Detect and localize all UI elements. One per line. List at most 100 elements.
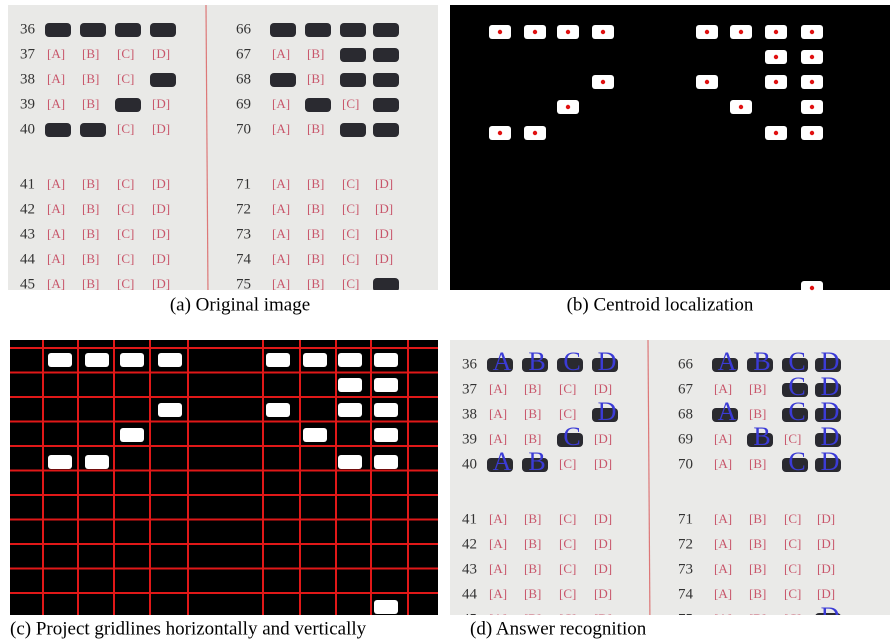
recognized-letter: B xyxy=(528,347,545,376)
filled-bubble xyxy=(340,73,366,87)
centroid xyxy=(566,30,570,34)
option: [D] xyxy=(594,536,612,551)
centroid xyxy=(533,131,537,135)
blob xyxy=(85,353,109,367)
option: [D] xyxy=(817,586,835,601)
filled-bubble xyxy=(45,23,71,37)
centroid xyxy=(774,131,778,135)
option: [B] xyxy=(524,406,541,421)
option: [D] xyxy=(594,511,612,526)
centroid xyxy=(810,105,814,109)
panel-a xyxy=(8,5,438,290)
centroid xyxy=(810,131,814,135)
option: [B] xyxy=(524,561,541,576)
centroid xyxy=(774,80,778,84)
option: [C] xyxy=(784,511,801,526)
question-number: 69 xyxy=(678,431,693,447)
question-number: 74 xyxy=(678,586,694,602)
option: [B] xyxy=(307,201,324,216)
question-number: 41 xyxy=(20,176,35,192)
option: [C] xyxy=(342,276,359,291)
filled-bubble xyxy=(270,23,296,37)
filled-bubble xyxy=(373,123,399,137)
option: [D] xyxy=(594,561,612,576)
option: [B] xyxy=(82,96,99,111)
question-number: 43 xyxy=(20,226,35,242)
question-number: 45 xyxy=(20,276,35,292)
option: [C] xyxy=(117,251,134,266)
filled-bubble xyxy=(373,23,399,37)
question-number: 42 xyxy=(20,201,35,217)
option: [C] xyxy=(784,536,801,551)
option: [C] xyxy=(559,511,576,526)
blob xyxy=(120,428,144,442)
option: [B] xyxy=(749,381,766,396)
question-number: 68 xyxy=(678,406,693,422)
option: [B] xyxy=(524,381,541,396)
option: [B] xyxy=(749,456,766,471)
caption: (c) Project gridlines horizontally and v… xyxy=(10,618,367,639)
recognized-letter: C xyxy=(563,347,580,376)
question-number: 67 xyxy=(678,381,694,397)
centroid xyxy=(774,30,778,34)
option: [B] xyxy=(307,46,324,61)
question-number: 36 xyxy=(462,356,478,372)
option: [D] xyxy=(152,46,170,61)
recognized-letter: D xyxy=(821,447,840,476)
option: [A] xyxy=(47,176,65,191)
option: [D] xyxy=(152,121,170,136)
option: [B] xyxy=(524,586,541,601)
filled-bubble xyxy=(373,278,399,292)
option: [D] xyxy=(375,251,393,266)
option: [C] xyxy=(117,226,134,241)
option: [A] xyxy=(47,251,65,266)
option: [D] xyxy=(152,251,170,266)
centroid xyxy=(810,80,814,84)
option: [C] xyxy=(559,381,576,396)
option: [A] xyxy=(47,276,65,291)
filled-bubble xyxy=(150,73,176,87)
panel-b xyxy=(450,5,890,290)
option: [A] xyxy=(47,201,65,216)
option: [C] xyxy=(342,201,359,216)
blob xyxy=(374,428,398,442)
blob xyxy=(374,455,398,469)
option: [B] xyxy=(82,71,99,86)
question-number: 38 xyxy=(20,71,35,87)
question-number: 43 xyxy=(462,561,477,577)
question-number: 44 xyxy=(462,586,478,602)
question-number: 38 xyxy=(462,406,477,422)
option: [A] xyxy=(47,71,65,86)
option: [C] xyxy=(784,586,801,601)
option: [A] xyxy=(272,226,290,241)
option: [C] xyxy=(559,406,576,421)
option: [B] xyxy=(524,511,541,526)
centroid xyxy=(498,30,502,34)
blob xyxy=(266,403,290,417)
question-number: 73 xyxy=(236,226,251,242)
option: [B] xyxy=(307,276,324,291)
recognized-letter: B xyxy=(753,422,770,451)
option: [A] xyxy=(47,96,65,111)
question-number: 71 xyxy=(678,511,693,527)
centroid xyxy=(774,55,778,59)
blob xyxy=(338,403,362,417)
filled-bubble xyxy=(340,48,366,62)
centroid xyxy=(601,30,605,34)
filled-bubble xyxy=(80,123,106,137)
centroid xyxy=(566,105,570,109)
option: [D] xyxy=(375,201,393,216)
centroid xyxy=(533,30,537,34)
option: [C] xyxy=(342,226,359,241)
centroid xyxy=(601,80,605,84)
option: [D] xyxy=(152,96,170,111)
option: [A] xyxy=(489,561,507,576)
recognized-letter: A xyxy=(718,347,737,376)
question-number: 37 xyxy=(20,46,36,62)
caption: (a) Original image xyxy=(170,294,310,315)
option: [A] xyxy=(272,96,290,111)
option: [A] xyxy=(272,251,290,266)
centroid xyxy=(498,131,502,135)
question-number: 73 xyxy=(678,561,693,577)
option: [B] xyxy=(307,226,324,241)
